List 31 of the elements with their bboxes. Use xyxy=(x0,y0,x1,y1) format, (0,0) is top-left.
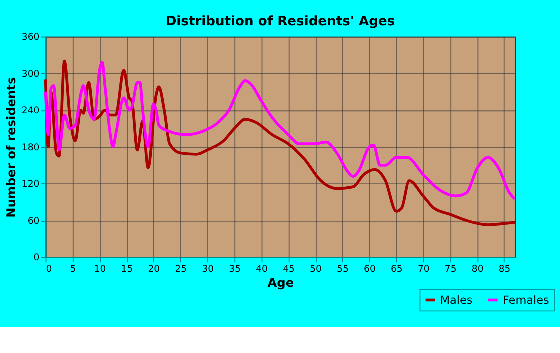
legend-label: Females xyxy=(502,294,550,307)
chart-title: Distribution of Residents' Ages xyxy=(166,14,396,30)
x-tick-label: 65 xyxy=(390,264,403,275)
y-tick-label: 0 xyxy=(34,252,40,264)
y-tick-label: 300 xyxy=(22,68,40,80)
x-tick-label: 15 xyxy=(121,264,134,275)
x-tick-label: 45 xyxy=(283,264,296,275)
x-tick-label: 10 xyxy=(94,264,106,275)
x-tick-label: 30 xyxy=(202,264,214,275)
x-tick-label: 80 xyxy=(472,264,484,275)
x-tick-label: 35 xyxy=(229,264,242,275)
y-tick-label: 60 xyxy=(28,216,40,227)
legend-label: Males xyxy=(440,294,473,307)
x-tick-label: 75 xyxy=(444,264,457,275)
y-tick-label: 360 xyxy=(22,32,40,44)
line-series xyxy=(44,61,517,201)
x-tick-label: 25 xyxy=(175,264,188,275)
x-tick-label: 55 xyxy=(337,264,349,275)
y-tick-label: 180 xyxy=(22,142,40,154)
x-tick-label: 0 xyxy=(46,264,52,275)
x-tick-label: 60 xyxy=(364,264,376,275)
y-tick-label: 240 xyxy=(22,106,40,117)
x-tick-label: 85 xyxy=(498,264,511,275)
y-axis-title: Number of residents xyxy=(4,77,18,218)
x-tick-label: 20 xyxy=(148,264,160,275)
x-tick-label: 5 xyxy=(70,264,76,275)
x-axis-title: Age xyxy=(268,276,294,290)
x-tick-label: 40 xyxy=(256,264,268,275)
x-tick-label: 50 xyxy=(310,264,322,275)
y-tick-label: 120 xyxy=(22,179,40,190)
x-tick-label: 70 xyxy=(418,264,430,275)
